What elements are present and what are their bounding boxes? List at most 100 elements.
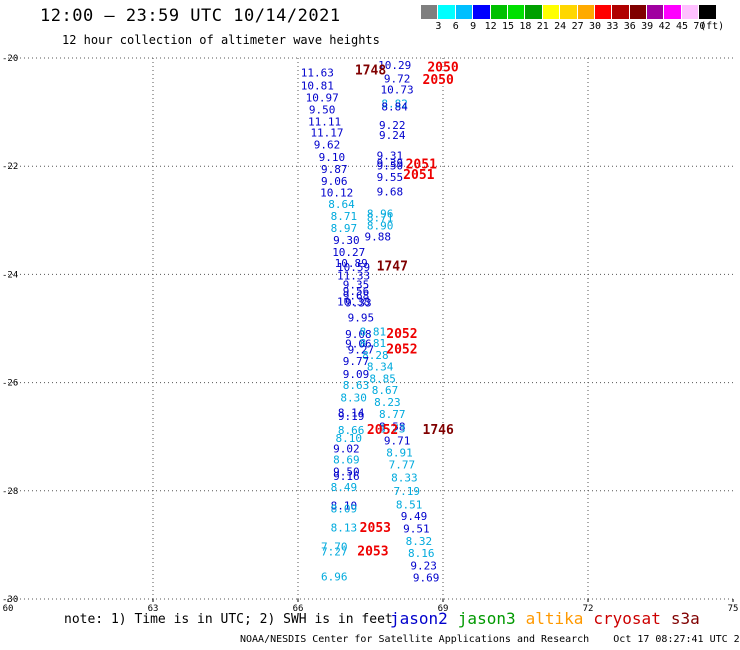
wave-height-label: 6.96 [321,570,348,583]
wave-height-label: 7.19 [394,485,421,498]
x-tick-label: 63 [148,604,159,614]
y-tick-label: -26 [2,379,18,389]
wave-height-label: 9.50 [309,103,336,116]
wave-height-label: 9.50 [377,160,404,173]
wave-height-label: 8.84 [381,101,408,114]
wave-height-label: 8.10 [331,499,358,512]
wave-height-label: 9.62 [314,139,341,152]
wave-height-label: 9.95 [348,312,375,325]
color-scale-label: 30 [588,21,602,32]
wave-height-label: 8.13 [331,522,358,535]
chart-grid [8,57,733,600]
wave-height-label: 9.16 [333,470,360,483]
wave-height-label: 10.73 [381,83,414,96]
wave-height-label: 9.77 [343,355,370,368]
wave-height-label: 8.69 [333,453,360,466]
wave-height-label: 8.23 [374,396,401,409]
wave-height-label: 8.58 [379,420,406,433]
wave-height-label: 10.29 [378,59,411,72]
color-swatch [647,5,665,19]
wave-height-label: 9.10 [319,151,346,164]
wave-height-label: 9.69 [413,571,440,584]
time-label: 1748 [355,63,386,78]
footer-credit: NOAA/NESDIS Center for Satellite Applica… [240,634,740,645]
color-scale-label: 9 [470,21,477,32]
wave-height-label: 9.08 [345,328,372,341]
wave-height-label: 8.91 [386,446,413,459]
color-swatch [664,5,682,19]
wave-height-label: 9.06 [321,175,348,188]
wave-height-label: 10.89 [335,257,368,270]
wave-height-label: 9.55 [377,171,404,184]
wave-height-label: 8.85 [369,372,396,385]
wave-height-label: 10.59 [337,261,370,274]
wave-height-label: 10.27 [332,246,365,259]
satellite-legend: jason2 jason3 altika cryosat s3a [390,609,710,628]
wave-height-label: 9.33 [345,297,372,310]
y-tick-label: -24 [2,270,18,280]
wave-height-label: 10.97 [306,91,339,104]
color-swatch [699,5,717,19]
x-tick-label: 66 [293,604,304,614]
wave-height-label: 9.23 [410,559,437,572]
x-tick-label: 60 [3,604,14,614]
x-tick-label: 72 [583,604,594,614]
wave-height-label: 11.17 [310,127,343,140]
wave-height-label: 9.68 [377,186,404,199]
wave-height-label: 9.22 [379,119,406,132]
wave-height-label: 11.11 [308,115,341,128]
color-swatch [438,5,456,19]
wave-height-label: 8.32 [406,535,433,548]
wave-height-label: 10.81 [301,80,334,93]
color-swatch [525,5,543,19]
wave-height-label: 8.10 [336,432,363,445]
time-label: 2051 [406,158,437,173]
satellite-legend-cryosat: cryosat [593,609,661,628]
color-swatch [455,5,474,19]
wave-height-label: 8.63 [343,379,370,392]
color-scale-label: 39 [641,21,654,32]
wave-height-label: 8.97 [331,222,358,235]
y-tick-label: -28 [2,487,18,497]
wave-height-label: 9.68 [343,289,370,302]
wave-height-label: 8.51 [396,498,423,511]
color-swatch [473,5,491,19]
time-label: 2050 [423,73,454,88]
wave-height-label: 9.35 [343,279,370,292]
wave-height-label: 7.70 [321,541,348,554]
wave-height-label: 8.09 [331,503,358,516]
wave-height-label: 9.19 [338,410,365,423]
wave-height-label: 8.64 [328,198,355,211]
time-label: 2052 [386,327,417,342]
color-swatch [681,5,700,19]
color-scale-labels: 3 6 9 12 15 18 21 24 27 30 33 36 39 42 45 70 (ft) [421,19,724,33]
x-tick-label: 75 [728,604,739,614]
wave-height-label: 11.63 [301,67,334,80]
wave-height-label: 9.27 [348,344,375,357]
satellite-legend-altika: altika [525,609,584,628]
wave-height-label: 9.71 [384,434,411,447]
wave-height-label: 8.82 [381,97,408,110]
page-subtitle: 12 hour collection of altimeter wave hei… [62,33,380,47]
wave-height-label: 8.77 [379,408,406,421]
wave-height-label: 9.49 [401,510,428,523]
wave-height-label: 9.72 [384,73,411,86]
color-scale-label: 27 [571,21,584,32]
wave-height-label: 9.06 [345,338,372,351]
color-scale-label: 36 [623,21,636,32]
wave-height-label: 8.67 [372,384,399,397]
color-swatch [421,5,439,19]
wave-height-label: 9.02 [333,443,360,456]
y-tick-label: -22 [2,162,18,172]
wave-height-label: 8.71 [367,212,394,225]
color-scale-label: 21 [536,21,549,32]
wave-height-label: 8.14 [338,406,365,419]
wave-height-label: 9.88 [365,231,392,244]
wave-height-label: 7.27 [321,545,348,558]
wave-height-label: 11.33 [337,269,370,282]
color-scale-label: 70 [693,21,706,32]
color-scale-label: 15 [501,21,515,32]
wave-height-label: 10.12 [320,187,353,200]
wave-height-label: 9.56 [343,285,370,298]
